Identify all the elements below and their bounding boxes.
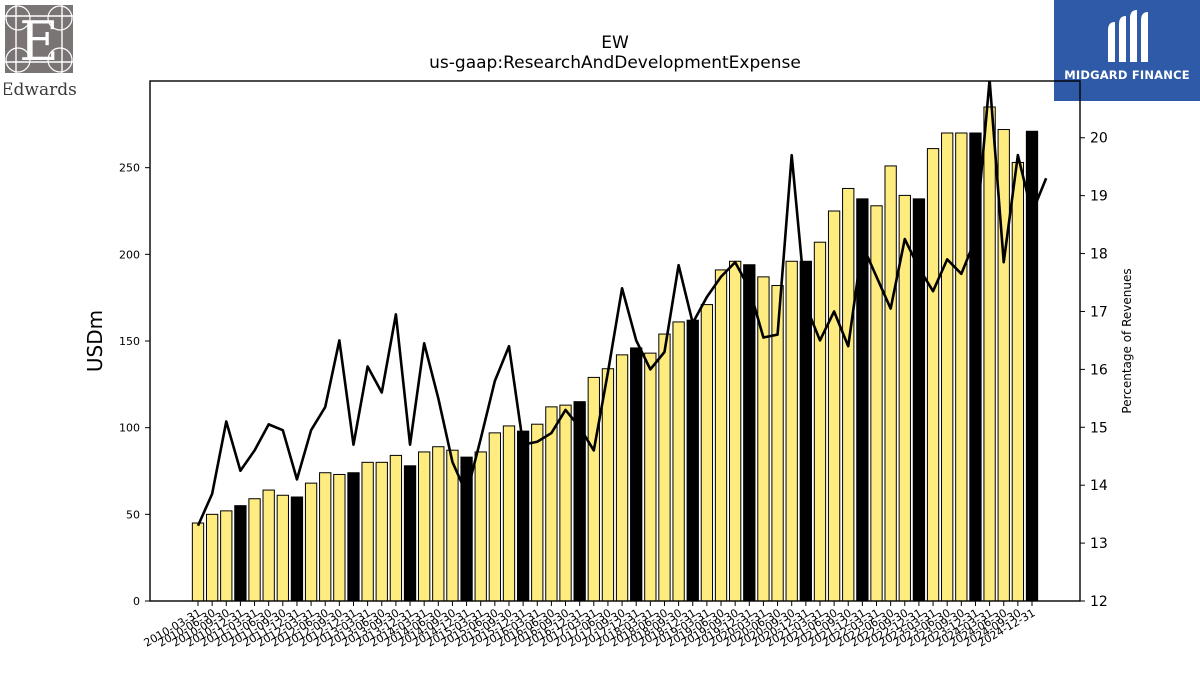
bar — [205, 513, 219, 602]
bar — [630, 347, 643, 602]
bar — [234, 505, 247, 602]
bar — [361, 461, 374, 602]
bar — [856, 198, 869, 602]
line-series — [196, 81, 1048, 527]
midgard-logo-text: MIDGARD FINANCE — [1064, 68, 1190, 82]
bar — [531, 423, 544, 602]
bar — [983, 106, 996, 602]
bar — [474, 451, 487, 602]
y2-tick-label: 19 — [1090, 189, 1108, 205]
bar — [615, 354, 629, 602]
bar — [700, 304, 714, 602]
chart-title: EW — [601, 33, 629, 53]
edwards-logo: E Edwards — [1, 4, 77, 100]
y-tick-label: 0 — [133, 595, 140, 608]
chart-subtitle: us-gaap:ResearchAndDevelopmentExpense — [429, 53, 801, 73]
bar — [347, 472, 360, 602]
y2-tick-label: 13 — [1090, 536, 1108, 552]
bar — [304, 482, 318, 602]
bar — [276, 494, 289, 602]
bar — [644, 352, 657, 602]
y2-tick-label: 12 — [1090, 594, 1108, 610]
y-axis-right: 12 13 14 15 16 17 18 19 20 — [1080, 131, 1108, 610]
bar — [418, 451, 431, 602]
bar — [389, 454, 403, 602]
bar — [601, 368, 615, 602]
edwards-logo-text: Edwards — [4, 80, 76, 100]
bar — [842, 187, 855, 602]
bar — [191, 522, 205, 602]
y-tick-label: 100 — [119, 422, 140, 435]
y2-tick-label: 16 — [1090, 362, 1108, 378]
bar — [516, 430, 530, 602]
bar — [658, 333, 671, 602]
bar — [926, 148, 940, 602]
edwards-logo-mark: E Edwards — [1, 5, 77, 100]
bar — [248, 498, 261, 602]
y-tick-label: 150 — [119, 335, 140, 348]
bar — [319, 472, 332, 602]
bar — [672, 321, 685, 602]
bar — [941, 132, 954, 602]
bar — [290, 496, 304, 602]
bar-series — [191, 106, 1039, 602]
bar — [559, 404, 572, 602]
bar — [502, 425, 516, 602]
bar — [743, 264, 756, 602]
bar — [375, 461, 388, 602]
y2-tick-label: 17 — [1090, 304, 1108, 320]
x-axis: 2010-03-312010-06-302010-09-302010-12-31… — [142, 601, 1038, 650]
y2-tick-label: 20 — [1090, 131, 1108, 147]
bar — [488, 432, 502, 602]
midgard-logo-icon — [1108, 10, 1148, 62]
bar — [1011, 161, 1025, 602]
edwards-logo-letter: E — [19, 10, 58, 73]
y-tick-label: 50 — [126, 508, 140, 521]
plot-frame — [149, 80, 1081, 602]
bar — [262, 489, 275, 602]
bar — [686, 319, 699, 602]
bar — [884, 165, 897, 602]
midgard-finance-logo: MIDGARD FINANCE — [1054, 0, 1200, 101]
y2-tick-label: 14 — [1090, 478, 1108, 494]
y-axis-left: 0 50 100 150 200 250 — [119, 162, 150, 608]
bar — [432, 446, 445, 602]
y2-tick-label: 18 — [1090, 247, 1108, 263]
bar — [714, 269, 728, 602]
bar — [785, 260, 798, 602]
y-axis-label: USDm — [83, 310, 107, 372]
y-tick-label: 250 — [119, 162, 140, 175]
bar — [955, 132, 968, 602]
percentage-line — [196, 81, 1048, 527]
y-tick-label: 200 — [119, 248, 140, 261]
bar — [813, 241, 827, 602]
y2-axis-label: Percentage of Revenues — [1120, 268, 1134, 413]
y2-tick-label: 15 — [1090, 420, 1108, 436]
bar — [728, 260, 742, 602]
bar — [403, 465, 417, 602]
bar — [827, 210, 841, 602]
bar — [333, 473, 346, 602]
bar — [587, 376, 600, 602]
bar — [220, 510, 233, 602]
